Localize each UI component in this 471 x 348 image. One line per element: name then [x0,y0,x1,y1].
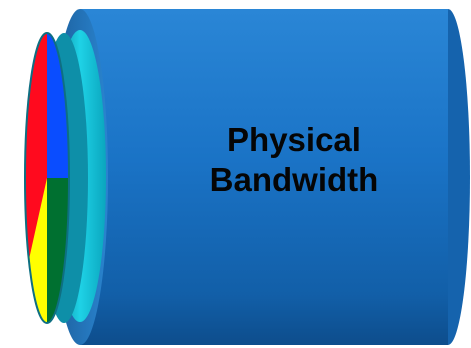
pie-face-outline [24,32,70,324]
label-line-2: Bandwidth [209,161,379,198]
diagram-label: Physical Bandwidth [188,120,400,200]
pie-face [25,33,69,323]
label-line-1: Physical [227,121,361,158]
slice-blue [47,33,69,178]
pipe-body [80,9,448,345]
slice-green [47,178,69,323]
